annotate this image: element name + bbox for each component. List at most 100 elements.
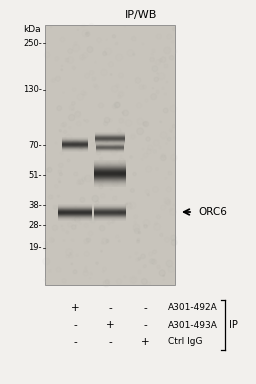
Bar bbox=[96, 149, 124, 151]
Text: 250-: 250- bbox=[23, 38, 42, 48]
Circle shape bbox=[46, 169, 49, 172]
Circle shape bbox=[75, 96, 76, 97]
Bar bbox=[95, 142, 125, 144]
Circle shape bbox=[141, 39, 142, 40]
Bar bbox=[96, 147, 124, 149]
Circle shape bbox=[169, 56, 174, 60]
Text: A301-492A: A301-492A bbox=[168, 303, 218, 313]
Circle shape bbox=[112, 180, 119, 186]
Circle shape bbox=[76, 254, 78, 256]
Circle shape bbox=[63, 240, 65, 241]
Bar bbox=[95, 134, 125, 136]
Circle shape bbox=[114, 102, 120, 108]
Bar bbox=[95, 136, 125, 137]
Circle shape bbox=[52, 137, 55, 139]
Bar bbox=[96, 141, 124, 142]
Bar bbox=[58, 210, 92, 212]
Text: ORC6: ORC6 bbox=[198, 207, 227, 217]
Circle shape bbox=[112, 86, 118, 92]
Bar bbox=[94, 175, 126, 177]
Circle shape bbox=[76, 111, 80, 116]
Bar bbox=[94, 217, 126, 218]
Bar bbox=[62, 141, 88, 142]
Circle shape bbox=[154, 77, 158, 82]
Circle shape bbox=[156, 90, 159, 93]
Circle shape bbox=[138, 258, 141, 260]
Circle shape bbox=[67, 30, 71, 35]
Bar bbox=[96, 142, 124, 144]
Circle shape bbox=[123, 169, 127, 174]
Circle shape bbox=[106, 240, 109, 243]
Circle shape bbox=[170, 89, 172, 91]
Circle shape bbox=[122, 174, 127, 179]
Circle shape bbox=[87, 238, 91, 242]
Circle shape bbox=[115, 102, 120, 108]
Circle shape bbox=[171, 240, 177, 245]
Circle shape bbox=[85, 266, 87, 268]
Bar bbox=[94, 174, 126, 175]
Bar bbox=[94, 166, 126, 167]
Circle shape bbox=[82, 183, 85, 186]
Circle shape bbox=[91, 160, 97, 166]
Circle shape bbox=[124, 81, 131, 87]
Text: -: - bbox=[108, 337, 112, 347]
Circle shape bbox=[63, 162, 70, 168]
Text: A301-493A: A301-493A bbox=[168, 321, 218, 329]
Circle shape bbox=[158, 73, 165, 79]
Circle shape bbox=[98, 178, 104, 184]
Circle shape bbox=[146, 137, 150, 141]
Circle shape bbox=[133, 53, 135, 56]
Bar bbox=[95, 141, 125, 142]
Circle shape bbox=[113, 196, 117, 200]
Circle shape bbox=[65, 58, 69, 62]
Circle shape bbox=[108, 200, 112, 203]
Circle shape bbox=[65, 230, 66, 232]
Bar bbox=[94, 159, 126, 161]
Bar bbox=[94, 182, 126, 184]
Circle shape bbox=[163, 108, 168, 113]
Circle shape bbox=[164, 47, 171, 54]
Circle shape bbox=[114, 145, 120, 151]
Circle shape bbox=[138, 50, 145, 57]
Circle shape bbox=[156, 34, 161, 39]
Bar bbox=[94, 167, 126, 169]
Circle shape bbox=[80, 197, 85, 202]
Circle shape bbox=[167, 137, 171, 141]
Bar bbox=[62, 139, 88, 141]
Circle shape bbox=[149, 129, 156, 135]
Circle shape bbox=[87, 46, 93, 53]
Circle shape bbox=[72, 140, 79, 146]
Circle shape bbox=[132, 232, 133, 234]
Circle shape bbox=[163, 275, 164, 276]
Circle shape bbox=[152, 50, 155, 52]
Circle shape bbox=[165, 200, 171, 205]
Circle shape bbox=[99, 225, 105, 231]
Circle shape bbox=[111, 230, 112, 232]
Circle shape bbox=[154, 232, 158, 236]
Circle shape bbox=[76, 170, 79, 172]
Bar bbox=[45, 25, 175, 285]
Circle shape bbox=[118, 172, 122, 175]
Circle shape bbox=[73, 270, 77, 274]
Circle shape bbox=[53, 164, 59, 171]
Bar bbox=[94, 207, 126, 209]
Circle shape bbox=[65, 135, 72, 141]
Bar bbox=[94, 161, 126, 162]
Circle shape bbox=[84, 175, 92, 182]
Text: IP/WB: IP/WB bbox=[125, 10, 157, 20]
Circle shape bbox=[120, 213, 125, 218]
Circle shape bbox=[144, 225, 147, 228]
Circle shape bbox=[78, 41, 81, 44]
Circle shape bbox=[113, 275, 116, 278]
Circle shape bbox=[118, 135, 120, 138]
Circle shape bbox=[122, 143, 125, 147]
Circle shape bbox=[51, 78, 55, 82]
Bar bbox=[96, 144, 124, 146]
Circle shape bbox=[142, 247, 148, 253]
Circle shape bbox=[96, 262, 98, 265]
Circle shape bbox=[154, 75, 156, 78]
Circle shape bbox=[156, 56, 163, 62]
Bar bbox=[94, 179, 126, 180]
Bar bbox=[62, 146, 88, 147]
Text: -: - bbox=[108, 303, 112, 313]
